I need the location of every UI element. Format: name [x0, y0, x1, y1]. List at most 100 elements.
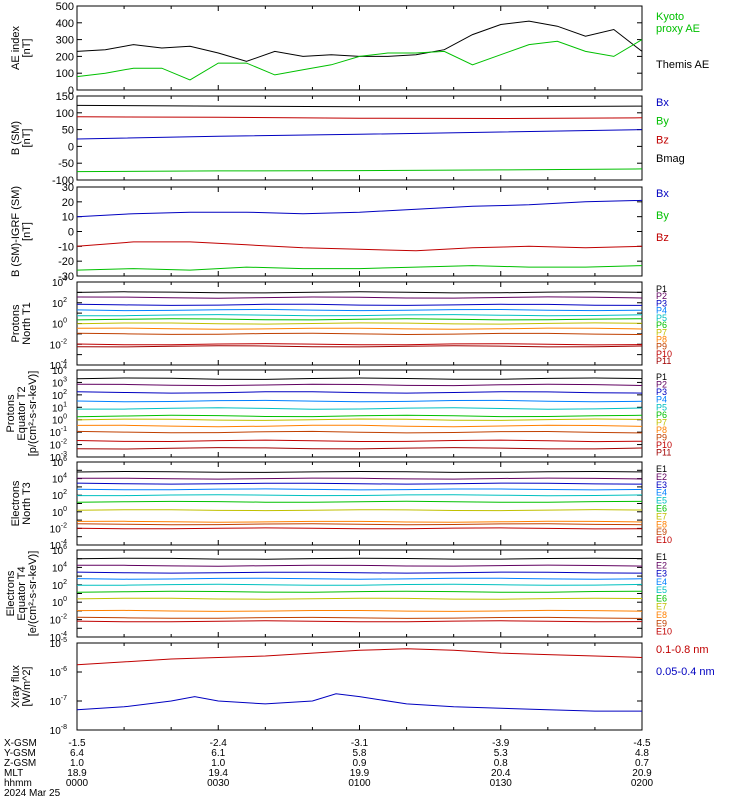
legend-label: Bz: [656, 232, 669, 244]
series-line: [76, 129, 643, 140]
x-axis-value: -1.5: [68, 738, 86, 749]
series-line: [76, 571, 643, 574]
x-axis-value: 5.3: [494, 748, 508, 759]
series-line: [77, 583, 643, 586]
series-line: [76, 488, 643, 491]
x-axis-value: -2.4: [210, 738, 228, 749]
legend-label: E1: [656, 464, 667, 474]
y-tick-label: 20: [62, 197, 74, 209]
series-line: [76, 590, 643, 593]
series-line: [76, 557, 643, 560]
x-axis-value: 4.8: [635, 748, 649, 759]
series-line: [76, 322, 643, 325]
legend-label: E3: [656, 480, 667, 490]
series-line: [76, 383, 643, 387]
series-line: [76, 500, 643, 503]
series-line: [76, 39, 643, 81]
y-axis-label: Equator T4: [16, 566, 28, 620]
legend-label: E1: [656, 552, 667, 562]
legend-label: P3: [656, 298, 667, 308]
series-line: [76, 343, 643, 346]
y-tick-label: 0: [68, 141, 74, 153]
x-axis-value: -4.5: [633, 738, 651, 749]
x-axis-row-label: hhmm: [4, 778, 32, 789]
legend-label: 0.05-0.4 nm: [656, 666, 715, 678]
x-axis-value: 5.8: [353, 748, 367, 759]
series-line: [76, 377, 643, 380]
series-line: [77, 477, 643, 480]
y-tick-label: 104: [52, 473, 67, 486]
series-line: [76, 447, 643, 450]
y-tick-label: -10: [58, 241, 74, 253]
legend-label: P5: [656, 402, 667, 412]
legend-label: E3: [656, 569, 667, 579]
series-line: [76, 439, 643, 443]
y-tick-label: 102: [52, 297, 67, 310]
legend-label: By: [656, 210, 669, 222]
legend-label: 0.1-0.8 nm: [656, 644, 709, 656]
legend-label: E2: [656, 472, 667, 482]
x-axis-value: 0100: [348, 778, 371, 789]
legend-label: P3: [656, 387, 667, 397]
series-line: [76, 693, 642, 712]
legend-label: P6: [656, 320, 667, 330]
y-tick-label: -20: [58, 256, 74, 268]
y-axis-label: Protons: [10, 304, 22, 342]
panel-frame: [76, 186, 643, 277]
x-axis-value: 0.8: [494, 758, 508, 769]
x-axis-value: -3.1: [351, 738, 369, 749]
series-line: [77, 494, 643, 497]
panel-frame: [76, 369, 643, 458]
x-axis-value: 0200: [631, 778, 654, 789]
y-tick-label: 10-8: [50, 724, 67, 737]
y-tick-label: 10-1: [50, 426, 67, 439]
y-axis-label: [p/(cm²-s-sr-keV)]: [27, 371, 39, 457]
y-tick-label: 101: [52, 401, 67, 414]
legend-label: proxy AE: [656, 23, 700, 35]
legend-label: P7: [656, 327, 667, 337]
panel-frame: [76, 95, 643, 181]
x-axis-value: 19.9: [350, 768, 370, 779]
legend-label: P11: [656, 448, 671, 458]
y-axis-label: North T1: [21, 302, 33, 345]
y-axis-label: Electrons: [10, 480, 22, 526]
y-tick-label: 10-7: [50, 695, 67, 708]
y-tick-label: 10-3: [50, 451, 67, 464]
series-line: [77, 407, 643, 410]
x-axis-row-label: X-GSM: [4, 738, 37, 749]
y-axis-label: [nT]: [21, 39, 33, 58]
y-tick-label: 10-2: [50, 439, 67, 452]
series-line: [76, 241, 643, 252]
y-tick-label: -50: [58, 158, 74, 170]
y-tick-label: 100: [56, 68, 74, 80]
y-tick-label: 0: [68, 85, 74, 97]
legend-label: E6: [656, 504, 667, 514]
y-tick-label: 10-2: [50, 614, 67, 627]
x-axis-value: 0130: [490, 778, 513, 789]
y-axis-label: North T3: [21, 482, 33, 525]
series-line: [76, 265, 643, 271]
legend-label: P8: [656, 425, 667, 435]
x-axis-value: 20.4: [491, 768, 511, 779]
legend-label: P1: [656, 372, 667, 382]
series-line: [76, 648, 643, 666]
legend-label: Bx: [656, 97, 669, 109]
legend-label: P10: [656, 349, 672, 359]
series-line: [76, 564, 643, 567]
y-tick-label: 106: [52, 544, 67, 557]
series-line: [76, 430, 643, 434]
y-tick-label: 104: [52, 276, 67, 289]
x-axis-value: -3.9: [492, 738, 510, 749]
x-axis-value: 1.0: [211, 758, 225, 769]
legend-label: P2: [656, 291, 667, 301]
y-tick-label: 102: [52, 489, 67, 502]
series-line: [77, 314, 643, 317]
y-axis-label: B (SM)-IGRF (SM): [10, 186, 22, 277]
series-line: [76, 597, 643, 600]
series-line: [76, 116, 643, 120]
series-line: [76, 303, 643, 306]
y-tick-label: 10-4: [50, 631, 67, 644]
y-tick-label: 500: [56, 1, 74, 13]
legend-label: P4: [656, 306, 667, 316]
y-axis-label: B (SM): [10, 121, 22, 155]
